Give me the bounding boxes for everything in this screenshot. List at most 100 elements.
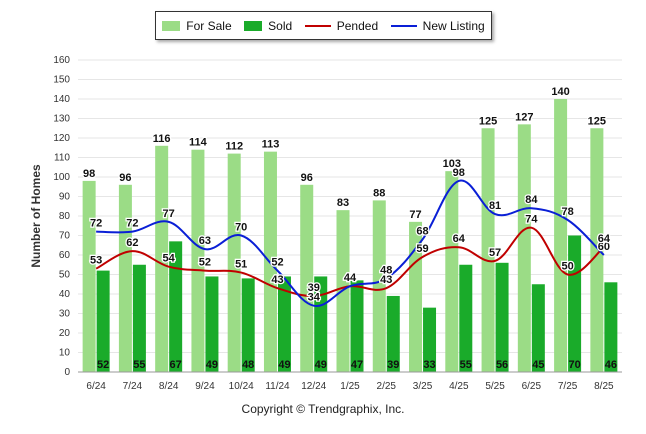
bar-sold [495, 262, 509, 372]
bar-for-sale [191, 149, 205, 372]
data-label-new-listing: 78 [561, 206, 573, 218]
data-label-sold: 46 [605, 359, 617, 371]
data-label-for-sale: 125 [479, 115, 497, 127]
data-label-sold: 49 [278, 359, 290, 371]
data-label-for-sale: 83 [337, 197, 349, 209]
bar-for-sale [155, 145, 169, 372]
legend: For Sale Sold Pended New Listing [155, 11, 492, 40]
data-label-pended: 59 [416, 243, 428, 255]
y-tick-label: 90 [59, 192, 71, 203]
data-label-pended: 43 [271, 274, 283, 286]
bar-sold [350, 280, 364, 372]
data-label-sold: 56 [496, 359, 508, 371]
bar-sold [604, 282, 618, 372]
legend-item-pended[interactable]: Pended [304, 18, 379, 33]
x-tick-label: 7/24 [123, 381, 143, 392]
data-label-pended: 64 [453, 233, 466, 245]
y-tick-label: 40 [59, 289, 71, 300]
data-label-for-sale: 98 [83, 168, 95, 180]
legend-item-new-listing[interactable]: New Listing [390, 18, 485, 33]
x-tick-label: 1/25 [340, 381, 360, 392]
data-label-pended: 50 [561, 261, 573, 273]
data-label-new-listing: 81 [489, 200, 501, 212]
bar-sold [169, 241, 183, 372]
data-label-new-listing: 52 [271, 257, 283, 269]
data-label-sold: 33 [423, 359, 435, 371]
data-label-new-listing: 44 [344, 272, 357, 284]
legend-label-for-sale: For Sale [186, 18, 232, 33]
bar-for-sale [590, 128, 604, 372]
bar-sold [531, 284, 545, 372]
x-tick-label: 10/24 [229, 381, 254, 392]
data-label-sold: 49 [315, 359, 327, 371]
y-tick-label: 130 [53, 114, 70, 125]
x-tick-label: 11/24 [265, 381, 290, 392]
data-label-for-sale: 127 [515, 111, 533, 123]
data-label-for-sale: 112 [225, 141, 243, 153]
data-label-pended: 57 [489, 247, 501, 259]
legend-label-pended: Pended [336, 18, 379, 33]
data-label-for-sale: 125 [588, 115, 606, 127]
y-tick-label: 20 [59, 328, 71, 339]
legend-swatch-for-sale [162, 20, 181, 31]
bar-sold [459, 264, 473, 372]
y-tick-label: 140 [53, 94, 70, 105]
copyright-footer: Copyright © Trendgraphix, Inc. [241, 402, 405, 416]
bar-for-sale [82, 180, 96, 372]
y-tick-label: 100 [53, 172, 70, 183]
y-tick-label: 80 [59, 211, 71, 222]
data-label-for-sale: 113 [262, 139, 280, 151]
data-label-for-sale: 96 [301, 172, 313, 184]
data-label-for-sale: 88 [373, 187, 385, 199]
data-label-sold: 55 [460, 359, 472, 371]
legend-swatch-new-listing [390, 24, 417, 27]
x-tick-label: 7/25 [558, 381, 578, 392]
data-label-new-listing: 72 [90, 218, 102, 230]
bar-sold [96, 270, 110, 372]
y-tick-label: 70 [59, 231, 71, 242]
data-label-new-listing: 60 [598, 241, 610, 253]
bar-sold [205, 276, 219, 372]
y-tick-label: 60 [59, 250, 71, 261]
data-label-pended: 43 [380, 274, 392, 286]
data-label-sold: 39 [387, 359, 399, 371]
data-label-for-sale: 96 [119, 172, 131, 184]
bar-for-sale [372, 200, 386, 372]
data-label-sold: 49 [206, 359, 218, 371]
y-tick-label: 120 [53, 133, 70, 144]
bar-sold [132, 264, 146, 372]
data-label-pended: 62 [126, 237, 138, 249]
bar-sold [386, 295, 400, 372]
x-tick-label: 6/24 [86, 381, 106, 392]
data-label-pended: 51 [235, 259, 247, 271]
legend-swatch-sold [244, 20, 263, 31]
data-label-for-sale: 140 [551, 86, 569, 98]
bar-for-sale [554, 99, 568, 372]
data-label-new-listing: 77 [163, 208, 175, 220]
data-label-for-sale: 103 [443, 158, 461, 170]
data-label-pended: 44 [344, 272, 357, 284]
y-tick-label: 50 [59, 270, 71, 281]
bar-sold [241, 278, 255, 372]
bar-for-sale [227, 153, 241, 372]
legend-item-for-sale[interactable]: For Sale [162, 18, 232, 33]
legend-label-new-listing: New Listing [422, 18, 485, 33]
data-label-sold: 52 [97, 359, 109, 371]
y-tick-label: 0 [64, 367, 70, 378]
bar-sold [423, 307, 437, 372]
x-tick-label: 3/25 [413, 381, 433, 392]
legend-swatch-pended [304, 24, 331, 27]
x-tick-label: 5/25 [485, 381, 505, 392]
x-tick-label: 9/24 [195, 381, 215, 392]
data-label-new-listing: 34 [308, 292, 321, 304]
y-tick-label: 160 [53, 55, 70, 66]
y-tick-label: 150 [53, 75, 70, 86]
data-label-sold: 47 [351, 359, 363, 371]
x-tick-label: 12/24 [301, 381, 326, 392]
x-tick-label: 6/25 [522, 381, 542, 392]
data-label-for-sale: 77 [409, 209, 421, 221]
legend-item-sold[interactable]: Sold [244, 19, 292, 33]
y-tick-label: 30 [59, 309, 71, 320]
data-label-new-listing: 70 [235, 222, 247, 234]
